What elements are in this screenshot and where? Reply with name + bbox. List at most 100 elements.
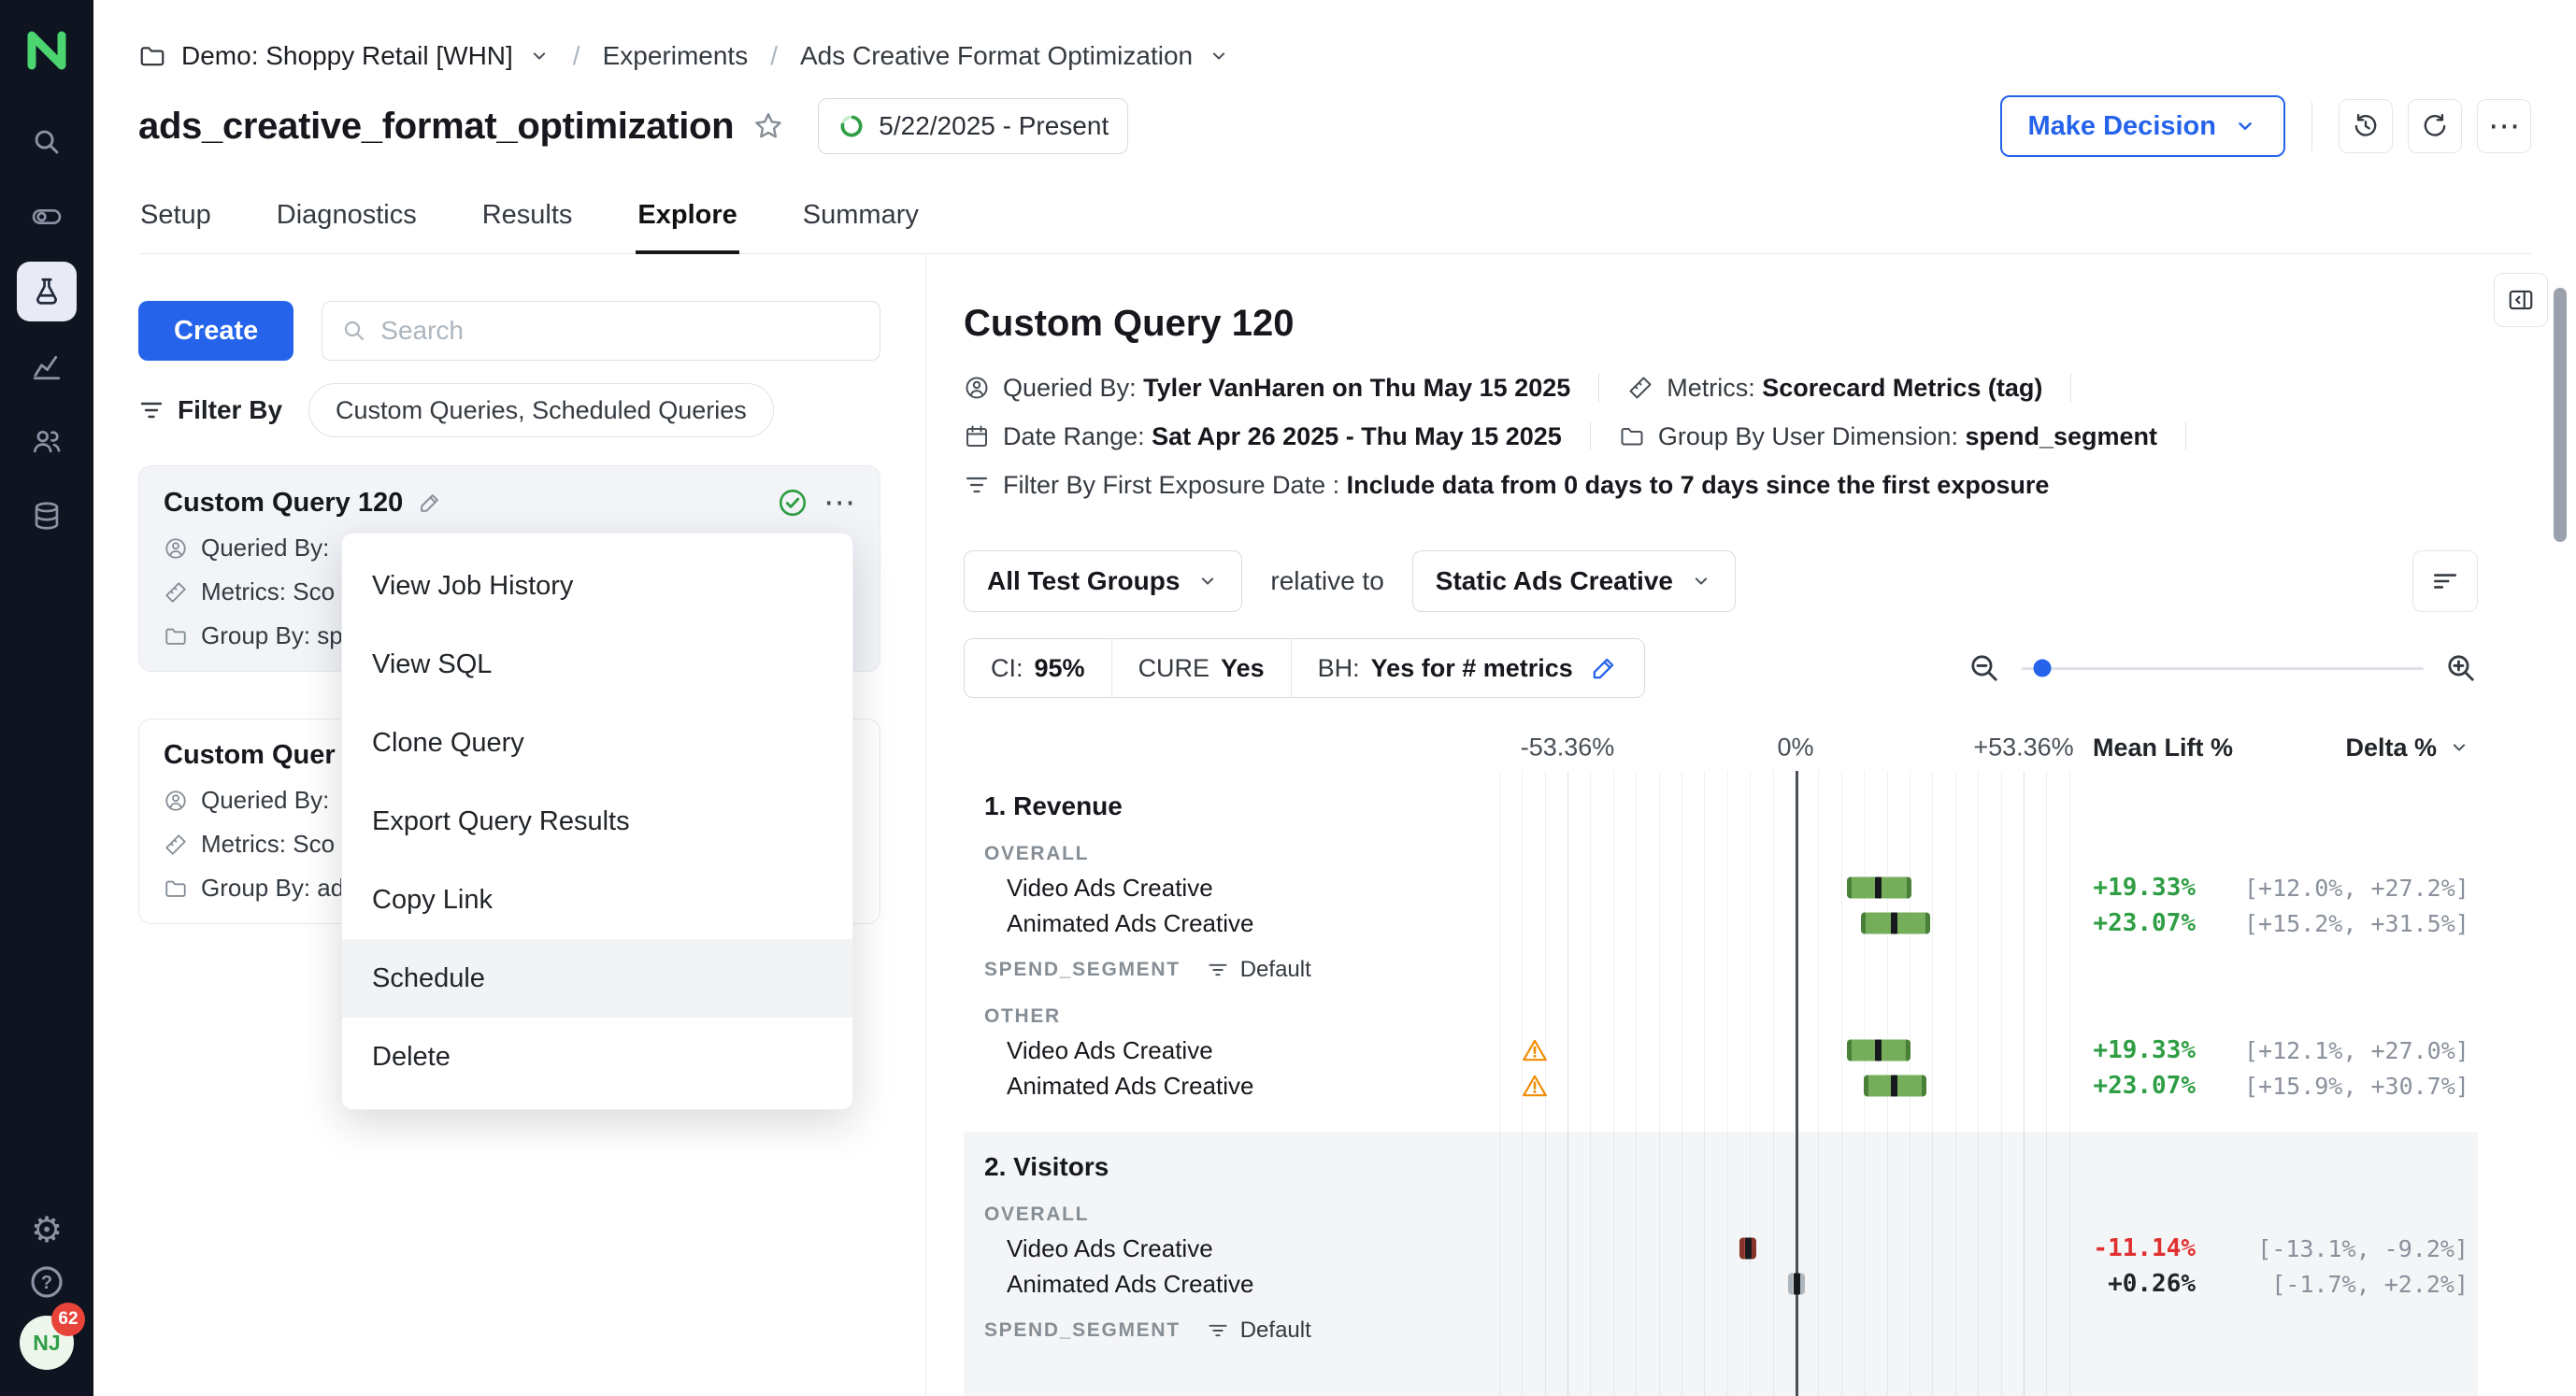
chevron-down-icon [2453, 744, 2466, 751]
delta-range-value: [+12.0%, +27.2%] [2244, 874, 2469, 902]
favorite-star-button[interactable] [752, 110, 784, 142]
card-group-by-text: Group By: sp [201, 621, 343, 649]
breadcrumb-page[interactable]: Ads Creative Format Optimization [799, 41, 1194, 70]
tab-summary[interactable]: Summary [802, 200, 919, 230]
card-more-options-button[interactable]: ⋯ [823, 485, 855, 520]
tab-bar: Setup Diagnostics Results Explore Summary [138, 183, 2531, 254]
history-button[interactable] [2339, 99, 2393, 153]
warning-icon[interactable] [1521, 1072, 1549, 1100]
app-logo[interactable] [17, 21, 77, 80]
edit-settings-button[interactable] [1590, 654, 1618, 682]
ruler-icon [165, 581, 186, 603]
page-chevron[interactable] [1208, 45, 1230, 67]
delta-column-header[interactable]: Delta % [2244, 734, 2478, 762]
dimension-chip[interactable]: Default [1207, 957, 1311, 983]
make-decision-button[interactable]: Make Decision [1999, 95, 2285, 157]
cure-setting[interactable]: CURE Yes [1112, 639, 1292, 697]
sort-lines-icon [2434, 574, 2456, 589]
zoom-slider-handle[interactable] [2033, 659, 2051, 677]
more-options-button[interactable]: ⋯ [2477, 99, 2531, 153]
mean-tick [1793, 1273, 1800, 1295]
group-by: Group By User Dimension: spend_segment [1658, 422, 2157, 451]
tab-results[interactable]: Results [481, 200, 573, 230]
experiment-status-badge[interactable]: 5/22/2025 - Present [818, 98, 1129, 154]
breadcrumb-separator: / [572, 41, 580, 70]
page-title: ads_creative_format_optimization [138, 105, 735, 147]
breadcrumb-experiments[interactable]: Experiments [602, 41, 749, 70]
filter-by-label: Filter By [178, 395, 283, 424]
ci-setting[interactable]: CI: 95% [965, 639, 1112, 697]
collapse-panel-icon [2509, 290, 2533, 310]
baseline-select[interactable]: Static Ads Creative [1411, 550, 1736, 612]
test-groups-select[interactable]: All Test Groups [964, 550, 1243, 612]
dimension-chip[interactable]: Default [1207, 1318, 1311, 1344]
card-queried-by-text: Queried By: [201, 534, 330, 562]
menu-item-copy-link[interactable]: Copy Link [372, 884, 493, 915]
group-label-overall: OVERALL [964, 1199, 2478, 1231]
topbar: Demo: Shoppy Retail [WHN] / Experiments … [93, 0, 2576, 254]
filter-by-button[interactable]: Filter By [138, 395, 282, 425]
sidebar-item-search[interactable] [17, 112, 77, 172]
warning-icon[interactable] [1521, 1036, 1549, 1064]
bh-label: BH: [1317, 653, 1360, 682]
line-chart-icon [33, 355, 61, 380]
filter-chip[interactable]: Custom Queries, Scheduled Queries [308, 383, 774, 437]
group-label-text: OTHER [984, 1005, 1061, 1027]
sidebar-item-metrics[interactable] [17, 336, 77, 396]
breadcrumb-workspace[interactable]: Demo: Shoppy Retail [WHN] [181, 41, 513, 70]
sidebar-item-experiments[interactable] [17, 262, 77, 321]
flask-icon [36, 278, 57, 305]
collapse-panel-button[interactable] [2494, 273, 2548, 327]
sidebar-item-data[interactable] [17, 486, 77, 546]
divider [1598, 374, 1600, 402]
relative-to-label: relative to [1270, 566, 1384, 595]
app-shell: Demo: Shoppy Retail [WHN] / Experiments … [93, 0, 2576, 1396]
menu-item-clone-query[interactable]: Clone Query [372, 727, 524, 758]
zoom-out-icon[interactable] [1968, 651, 2001, 685]
dimension-chip-label: Default [1239, 957, 1311, 982]
menu-item-delete[interactable]: Delete [372, 1041, 451, 1072]
sidebar-item-users[interactable] [17, 411, 77, 471]
menu-item-schedule[interactable]: Schedule [342, 939, 852, 1018]
settings-gear-icon[interactable]: ⚙ [30, 1211, 64, 1250]
metric-section-revenue: 1. Revenue OVERALL Video Ads Creative +19.3… [964, 771, 2478, 1132]
folder-icon [165, 880, 186, 897]
bh-setting[interactable]: BH: Yes for # metrics [1292, 639, 1644, 697]
search-box[interactable] [322, 301, 880, 361]
context-menu: View Job History View SQL Clone Query Expor… [341, 533, 853, 1110]
sort-button[interactable] [2412, 550, 2478, 612]
card-metrics-row: Metrics: Sco [164, 830, 855, 859]
user-avatar[interactable]: NJ 62 [20, 1303, 85, 1370]
ci-plot-cell [1478, 1068, 2076, 1104]
tab-setup[interactable]: Setup [140, 200, 211, 230]
create-button[interactable]: Create [138, 301, 294, 361]
baseline-value: Static Ads Creative [1435, 566, 1673, 595]
card-metrics-text: Metrics: Sco [201, 577, 336, 605]
mean-lift-value: +19.33% [2093, 1036, 2196, 1064]
filter-icon [966, 477, 988, 493]
avatar-initials: NJ [33, 1330, 61, 1355]
menu-item-view-sql[interactable]: View SQL [372, 648, 493, 679]
mean-lift-value: +19.33% [2093, 874, 2196, 902]
workspace-chevron[interactable] [528, 45, 551, 67]
rename-pencil-icon[interactable] [418, 491, 442, 515]
metrics-value: Scorecard Metrics (tag) [1762, 373, 2043, 402]
divider [2185, 422, 2187, 450]
divider [2070, 374, 2072, 402]
zoom-in-icon[interactable] [2444, 651, 2478, 685]
help-icon[interactable]: ? [28, 1263, 65, 1301]
chevron-down-icon [2239, 122, 2252, 130]
search-input[interactable] [380, 316, 861, 346]
mean-tick [1744, 1237, 1752, 1260]
sidebar-item-flags[interactable] [17, 187, 77, 247]
scrollbar-thumb[interactable] [2554, 288, 2567, 542]
menu-item-view-job-history[interactable]: View Job History [372, 570, 574, 601]
tab-diagnostics[interactable]: Diagnostics [276, 200, 417, 230]
zoom-slider[interactable] [2022, 659, 2424, 677]
chart-sections: 1. Revenue OVERALL Video Ads Creative +19.3… [964, 771, 2478, 1396]
refresh-button[interactable] [2408, 99, 2462, 153]
variant-name: Animated Ads Creative [1007, 1269, 1254, 1298]
tab-explore[interactable]: Explore [636, 183, 740, 254]
notification-badge: 62 [51, 1303, 85, 1336]
menu-item-export-query-results[interactable]: Export Query Results [372, 805, 630, 836]
